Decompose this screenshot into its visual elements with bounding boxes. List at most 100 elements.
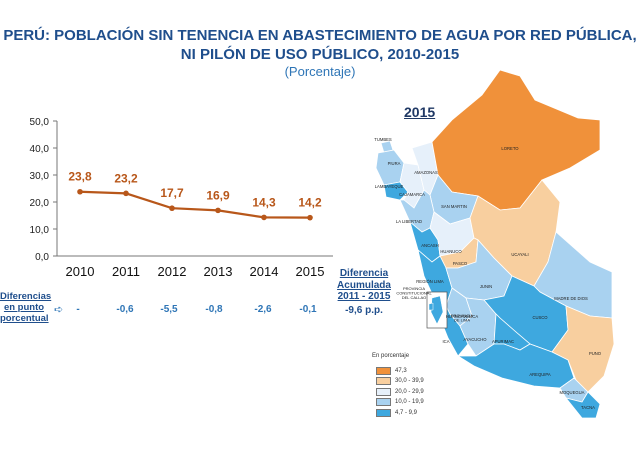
map-label-line: PROVINCIA — [403, 286, 425, 291]
map-label-line: DE LIMA — [454, 318, 470, 323]
map-legend-title: En porcentaje — [372, 353, 410, 359]
y-tick-label: 20,0 — [30, 198, 50, 209]
legend-swatch — [376, 408, 391, 417]
map-region-label: REGIÓN LIMA — [416, 279, 444, 284]
map-region-label: PUNO — [589, 351, 602, 356]
map-region-label: LORETO — [501, 146, 519, 151]
map-region-label: ICA — [443, 339, 450, 344]
x-tick-label: 2010 — [66, 264, 95, 279]
x-tick-label: 2012 — [158, 264, 187, 279]
data-label: 23,2 — [114, 171, 138, 185]
map-region-label: AREQUIPA — [529, 372, 551, 377]
map-region — [564, 391, 601, 419]
chart-title-line1: PERÚ: POBLACIÓN SIN TENENCIA EN ABASTECI… — [3, 27, 637, 44]
data-point — [215, 207, 221, 214]
difference-value: - — [76, 304, 80, 315]
map-label-line: PROVINCIA — [451, 313, 473, 318]
map-region-label: TACNA — [581, 405, 595, 410]
x-tick-label: 2011 — [112, 264, 140, 279]
legend-item: 30,0 - 39,9 — [376, 377, 424, 386]
differences-label-line: Diferencias — [0, 291, 52, 302]
legend-item: 47,3 — [376, 366, 407, 375]
map-region-label: MADRE DE DIOS — [554, 296, 588, 301]
legend-item: 20,0 - 29,9 — [376, 387, 424, 396]
difference-value: -0,1 — [299, 304, 317, 315]
legend-swatch — [376, 398, 391, 406]
y-tick-label: 40,0 — [30, 144, 50, 155]
legend-label: 4,7 - 9,9 — [395, 409, 418, 416]
map-region — [431, 69, 601, 211]
y-tick-label: 30,0 — [30, 171, 50, 182]
legend-label: 10,0 - 19,9 — [395, 399, 424, 405]
difference-value: -2,6 — [254, 304, 272, 315]
data-label: 17,7 — [160, 186, 184, 200]
data-point — [123, 190, 129, 197]
legend-swatch — [376, 387, 391, 396]
chart-subtitle: (Porcentaje) — [284, 64, 356, 79]
data-label: 23,8 — [68, 170, 92, 184]
map-region-label: SAN MARTIN — [441, 204, 467, 209]
data-point — [77, 188, 83, 195]
map-region-label: PROVINCIA DE LIMA — [451, 313, 473, 323]
map-region-label: UCAYALI — [511, 252, 528, 257]
line-chart: 0,0 10,0 20,0 30,0 40,0 50,0 2010 2011 2012 2013 2… — [30, 117, 333, 279]
legend-swatch — [376, 377, 391, 385]
data-label: 14,2 — [298, 196, 322, 210]
map-region — [456, 343, 575, 389]
accumulated-difference-value: -9,6 p.p. — [345, 305, 383, 316]
map-region-label: LAMBAYEQUE — [375, 184, 404, 189]
data-label: 14,3 — [252, 195, 276, 209]
map-region-label: PIURA — [388, 161, 401, 166]
peru-map: TUMBES PIURA LAMBAYEQUE AMAZONAS CAJAMARCA LO… — [374, 69, 615, 419]
difference-value: -0,6 — [116, 304, 134, 315]
data-label: 16,9 — [206, 188, 230, 202]
differences-label: Diferencias en punto porcentual — [0, 291, 52, 324]
map-region-label: HUANUCO — [440, 249, 462, 254]
map-region-label: AYACUCHO — [463, 337, 487, 342]
y-tick-label: 50,0 — [30, 117, 50, 128]
accumulated-label-line: 2011 - 2015 — [337, 291, 391, 302]
map-region-label: LA LIBERTAD — [396, 219, 422, 224]
map-region-label: PROVINCIA CONSTITUCIONAL DEL CALLAO — [396, 286, 432, 300]
legend-label: 47,3 — [395, 367, 407, 374]
map-region-label: CUSCO — [532, 315, 548, 320]
x-tick-label: 2013 — [204, 264, 233, 279]
x-tick-label: 2015 — [296, 264, 325, 279]
difference-value: -5,5 — [160, 304, 178, 315]
accumulated-label-line: Acumulada — [337, 279, 391, 291]
map-region-label: PASCO — [453, 261, 468, 266]
x-tick-label: 2014 — [250, 264, 279, 279]
map-label-line: CONSTITUCIONAL — [396, 291, 432, 296]
data-point — [261, 214, 267, 221]
data-point — [169, 205, 175, 212]
map-label-line: DEL CALLAO — [402, 295, 427, 300]
map-region-label: JUNIN — [480, 284, 492, 289]
accumulated-difference-label: Diferencia Acumulada 2011 - 2015 — [328, 268, 400, 303]
differences-label-line: en punto — [3, 302, 45, 313]
difference-value: -0,8 — [205, 304, 223, 315]
map-region — [428, 302, 434, 311]
arrow-right-icon: ➪ — [54, 304, 64, 316]
legend-label: 30,0 - 39,9 — [395, 378, 424, 384]
legend-label: 20,0 - 29,9 — [395, 388, 424, 395]
map-region-label: MOQUEGUA — [560, 390, 585, 395]
legend-item: 4,7 - 9,9 — [376, 408, 417, 417]
map-region-label: TUMBES — [374, 137, 392, 142]
y-tick-label: 10,0 — [30, 225, 50, 236]
map-region-label: ANCASH — [421, 243, 438, 248]
data-point — [307, 214, 313, 221]
differences-label-line: porcentual — [0, 313, 49, 324]
series-line — [79, 190, 311, 219]
map-region — [383, 181, 409, 201]
map-region — [375, 149, 405, 186]
y-tick-label: 0,0 — [35, 252, 49, 263]
map-year-title: 2015 — [404, 104, 436, 120]
map-region-label: APURIMAC — [492, 339, 514, 344]
legend-swatch — [376, 366, 391, 375]
accumulated-label-line: Diferencia — [339, 268, 389, 279]
map-region-label: CAJAMARCA — [399, 192, 425, 197]
legend-item: 10,0 - 19,9 — [376, 398, 424, 407]
chart-title-line2: NI PILÓN DE USO PÚBLICO, 2010-2015 — [180, 46, 460, 63]
map-region-label: AMAZONAS — [414, 170, 438, 175]
